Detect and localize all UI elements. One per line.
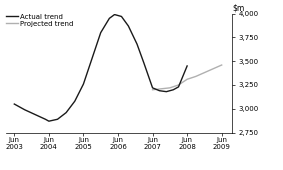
Line: Actual trend: Actual trend [14,15,187,121]
Actual trend [23,109,26,111]
Projected trend [177,84,180,86]
Actual trend [13,103,16,105]
Actual trend [90,57,94,59]
Actual trend [142,62,146,64]
Actual trend [165,91,168,93]
Actual trend [120,15,123,18]
Actual trend [82,83,85,85]
Actual trend [65,112,68,114]
Line: Projected trend: Projected trend [153,65,222,90]
Actual trend [113,14,116,16]
Actual trend [33,114,37,116]
Projected trend [194,75,198,78]
Actual trend [44,118,47,120]
Projected trend [220,64,223,66]
Projected trend [160,88,163,90]
Actual trend [185,65,189,67]
Actual trend [158,90,161,92]
Actual trend [73,100,76,102]
Actual trend [108,17,111,19]
Actual trend [171,89,175,91]
Legend: Actual trend, Projected trend: Actual trend, Projected trend [6,14,74,27]
Actual trend [56,118,59,120]
Projected trend [185,78,189,80]
Projected trend [151,89,154,91]
Actual trend [127,25,130,27]
Actual trend [47,120,51,122]
Text: $m: $m [232,3,244,12]
Projected trend [211,68,215,70]
Actual trend [135,43,139,45]
Projected trend [168,87,171,89]
Actual trend [151,87,154,89]
Projected trend [203,72,206,74]
Actual trend [177,86,180,88]
Actual trend [99,32,102,34]
